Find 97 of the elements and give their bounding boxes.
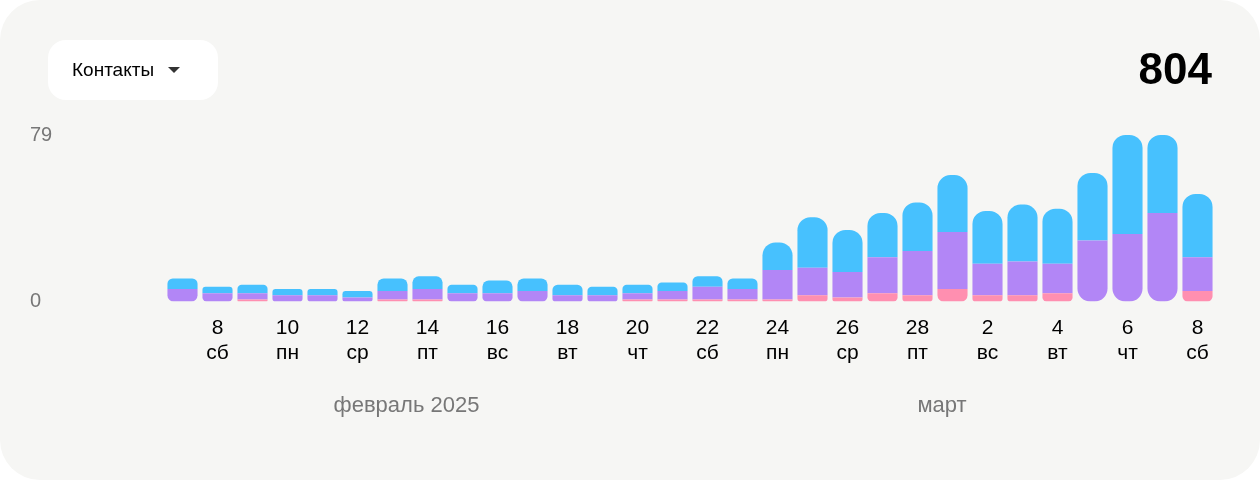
bar — [902, 202, 933, 251]
bar — [1147, 135, 1178, 214]
bar — [692, 286, 723, 300]
bar — [412, 299, 443, 302]
bar — [937, 288, 968, 302]
bar — [1042, 293, 1073, 302]
bar — [867, 213, 898, 258]
bar — [377, 278, 408, 292]
text: февраль 2025 — [333, 392, 480, 418]
bar — [1112, 234, 1143, 302]
bar — [727, 299, 758, 302]
x-tick-label: 16 вс — [485, 315, 510, 364]
bar — [797, 217, 828, 268]
bar — [762, 299, 793, 302]
bar — [972, 263, 1003, 296]
x-tick-label: 6 чт — [1117, 315, 1139, 364]
bar — [622, 284, 653, 294]
bar — [832, 272, 863, 298]
bar — [762, 269, 793, 300]
x-tick-label: 10 пн — [275, 315, 300, 364]
bar — [342, 291, 373, 298]
bar — [1007, 261, 1038, 296]
bar — [657, 282, 688, 292]
x-tick-label: 14 пт — [415, 315, 440, 364]
chart-title: Контакты — [72, 59, 155, 81]
bar — [832, 297, 863, 302]
bar — [622, 293, 653, 300]
text: 804 — [1138, 44, 1212, 94]
bar — [832, 229, 863, 273]
bar — [202, 293, 233, 302]
x-tick-label: 12 ср — [345, 315, 370, 364]
bar — [587, 286, 618, 296]
x-tick-label: 18 вт — [555, 315, 580, 364]
bar — [692, 276, 723, 287]
bar — [482, 280, 513, 294]
bar — [412, 276, 443, 289]
bar — [272, 295, 303, 302]
text: март — [917, 392, 967, 418]
x-tick-label: 26 ср — [835, 315, 860, 364]
bar — [377, 291, 408, 300]
bar — [307, 295, 338, 302]
bar — [237, 299, 268, 302]
bar — [622, 299, 653, 302]
bar — [272, 288, 303, 296]
bar — [202, 286, 233, 294]
bar — [657, 299, 688, 302]
bar — [1042, 208, 1073, 264]
bar — [1182, 291, 1213, 302]
bar — [692, 299, 723, 302]
bar — [797, 295, 828, 302]
bar — [797, 267, 828, 296]
x-tick-label: 8 сб — [206, 315, 229, 364]
bar — [972, 295, 1003, 302]
x-tick-label: 28 пт — [905, 315, 930, 364]
bar — [237, 284, 268, 294]
x-tick-label: 4 вт — [1047, 315, 1069, 364]
bar — [937, 232, 968, 289]
bar — [342, 297, 373, 302]
x-tick-label: 22 сб — [695, 315, 720, 364]
bar — [412, 288, 443, 300]
bar — [1147, 213, 1178, 302]
bar — [867, 293, 898, 302]
bar — [1182, 194, 1213, 258]
y-tick-label: 79 — [30, 122, 53, 145]
bar — [1042, 263, 1073, 294]
bar — [1112, 135, 1143, 235]
bar — [902, 295, 933, 302]
bar — [902, 250, 933, 296]
x-tick-label: 2 вс — [976, 315, 999, 364]
bar — [237, 293, 268, 300]
bar — [972, 210, 1003, 264]
bar — [1077, 172, 1108, 241]
x-tick-label: 20 чт — [625, 315, 650, 364]
bar — [587, 295, 618, 302]
bar — [447, 284, 478, 294]
bar — [1077, 240, 1108, 302]
x-tick-label: 24 пн — [765, 315, 790, 364]
bar — [377, 299, 408, 302]
bar — [482, 293, 513, 302]
bar — [307, 288, 338, 296]
bar — [937, 175, 968, 233]
bar — [1007, 295, 1038, 302]
bar — [552, 284, 583, 296]
bar — [867, 257, 898, 294]
bar — [447, 293, 478, 302]
bar — [552, 295, 583, 302]
bar — [517, 291, 548, 302]
bar — [727, 288, 758, 300]
bar — [727, 278, 758, 289]
x-tick-label: 8 сб — [1186, 315, 1209, 364]
bar — [1007, 204, 1038, 262]
bar — [167, 278, 198, 289]
bar — [1182, 257, 1213, 292]
bar — [167, 288, 198, 302]
bar — [657, 291, 688, 300]
y-tick-label: 0 — [30, 289, 42, 312]
bar — [517, 278, 548, 292]
